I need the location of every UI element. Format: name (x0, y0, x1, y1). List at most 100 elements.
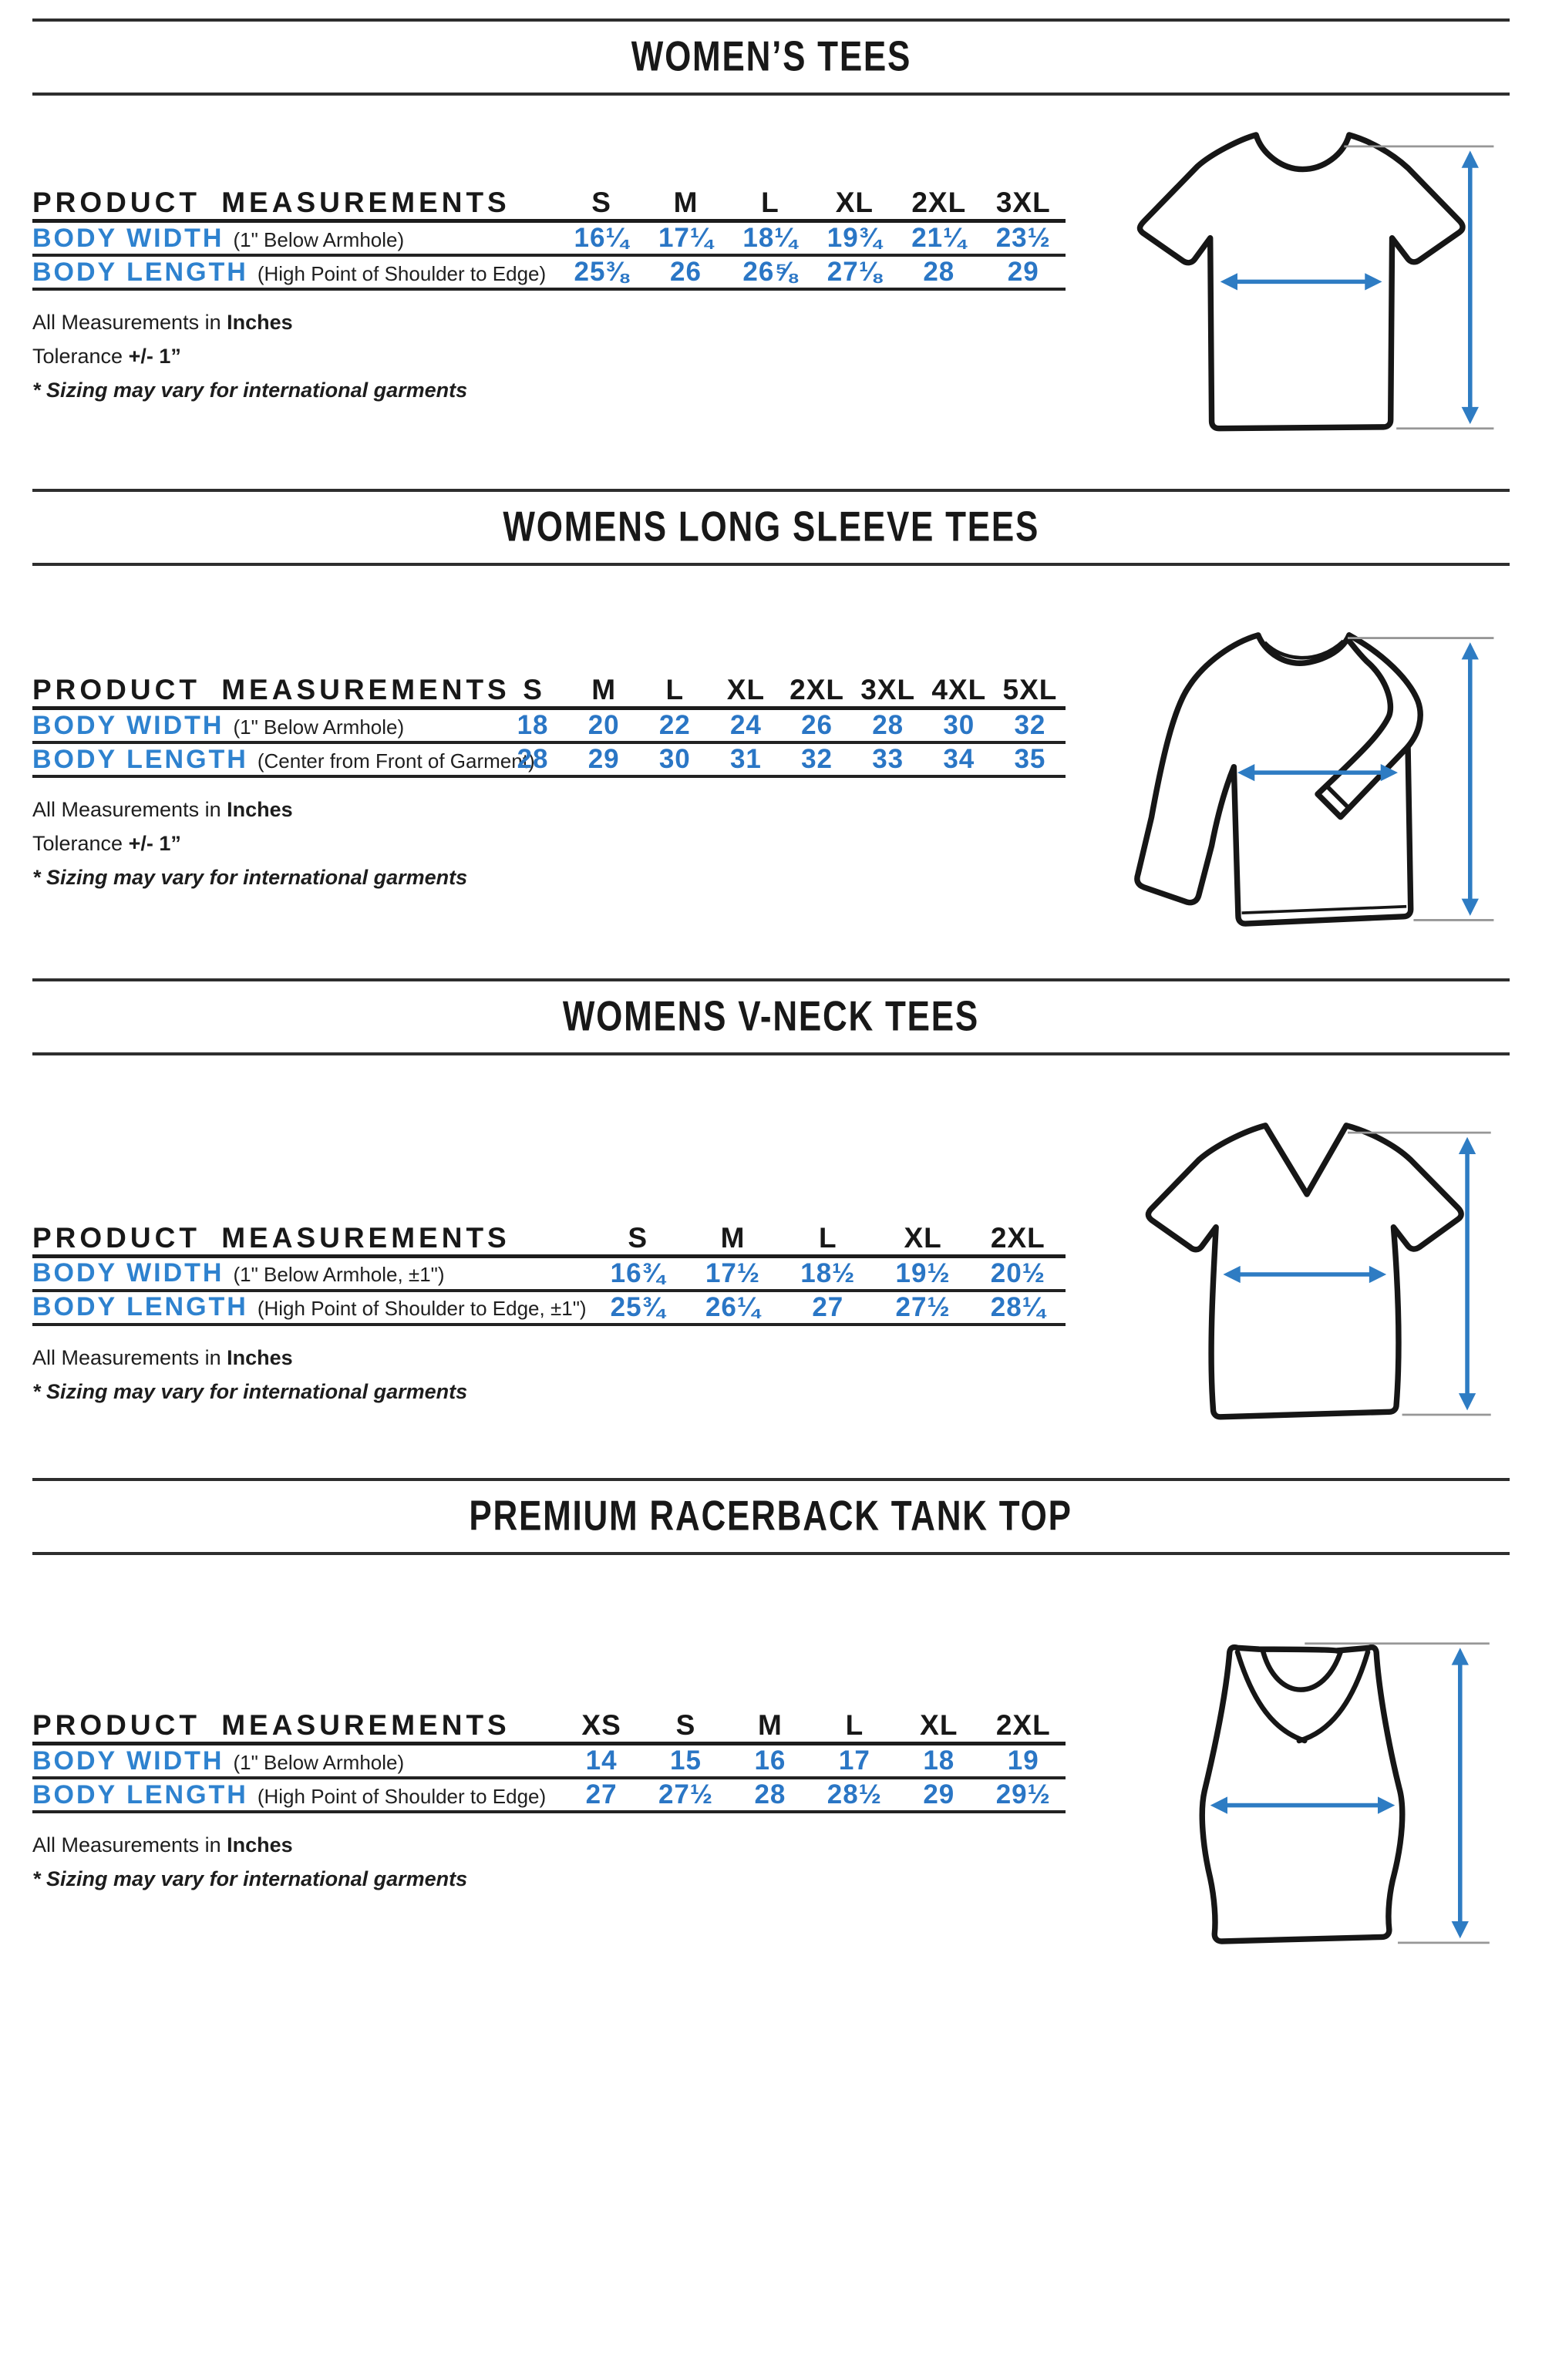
footnote-bold-text: +/- 1” (128, 832, 181, 856)
horizontal-rule (32, 1552, 1510, 1556)
body-width-arrow (1220, 273, 1382, 291)
measurement-value: 20 (568, 708, 640, 745)
measurement-note: (1" Below Armhole) (233, 715, 405, 739)
footnote-text: Tolerance (32, 832, 129, 856)
measurement-row: BODY WIDTH (1" Below Armhole) 18 20 22 24 26 28… (32, 708, 1066, 745)
measurement-row: BODY LENGTH (High Point of Shoulder to Ed… (32, 1778, 1066, 1814)
body-length-arrow (1461, 150, 1479, 425)
racerback-right-curve (1296, 1649, 1371, 1744)
size-chart-section: WOMENS LONG SLEEVE TEES PRODUCT MEASUREM… (32, 489, 1510, 978)
size-chart-section: PREMIUM RACERBACK TANK TOP PRODUCT MEASU… (32, 1478, 1510, 1954)
footnote-text: All Measurements in (32, 798, 227, 822)
measurement-value: 16¾ (590, 1256, 685, 1292)
footnote-line: * Sizing may vary for international garm… (32, 379, 1066, 402)
measurement-value: 16¼ (559, 220, 644, 257)
measurement-label-cell: BODY LENGTH (High Point of Shoulder to Ed… (32, 1778, 560, 1814)
measurement-note: (High Point of Shoulder to Edge, ±1") (257, 1297, 587, 1321)
measurement-value: 21¼ (897, 220, 981, 257)
measurement-label: BODY LENGTH (32, 744, 248, 774)
measurement-value: 26¼ (685, 1290, 781, 1326)
size-column-header: S (643, 1709, 729, 1746)
measurement-label: BODY WIDTH (32, 1258, 224, 1288)
footnote-line: All Measurements in Inches (32, 311, 1066, 335)
body-length-arrow (1451, 1648, 1469, 1939)
footnote-text: All Measurements in (32, 1345, 227, 1369)
footnote-line: All Measurements in Inches (32, 1346, 1066, 1370)
horizontal-rule (32, 93, 1510, 96)
size-column-header: 2XL (970, 1221, 1066, 1258)
measurement-value: 27½ (875, 1290, 971, 1326)
footnote-line: All Measurements in Inches (32, 798, 1066, 822)
body-width-arrow (1223, 1265, 1387, 1283)
size-column-header: L (780, 1221, 876, 1258)
section-title-text: WOMENS LONG SLEEVE TEES (503, 503, 1039, 551)
horizontal-rule (32, 978, 1510, 981)
size-column-header: S (559, 187, 644, 223)
horizontal-rule (32, 19, 1510, 22)
size-column-header: 2XL (897, 187, 981, 223)
size-column-header: XL (710, 674, 782, 711)
collar-line (1263, 640, 1345, 660)
racerback-left-curve (1234, 1649, 1308, 1744)
section-body: PRODUCT MEASUREMENTS XS S M L XL 2XL BODY WID… (32, 1555, 1510, 1954)
measurement-value: 29 (981, 255, 1066, 291)
measurement-row: BODY LENGTH (High Point of Shoulder to Ed… (32, 1290, 1066, 1326)
footnotes: All Measurements in Inches * Sizing may v… (32, 1833, 1066, 1891)
measurement-value: 30 (639, 742, 711, 779)
measurement-value: 19¾ (812, 220, 897, 257)
size-chart-page: WOMEN’S TEES PRODUCT MEASUREMENTS S M L XL 2… (32, 19, 1510, 1954)
tank-neckline (1261, 1649, 1343, 1693)
measurement-value: 28 (897, 255, 981, 291)
garment-illustration (1086, 96, 1510, 441)
sections-container: WOMEN’S TEES PRODUCT MEASUREMENTS S M L XL 2… (32, 19, 1510, 1954)
measurement-value: 28½ (812, 1778, 897, 1814)
measurement-value: 27 (780, 1290, 876, 1326)
measurement-value: 27⅛ (812, 255, 897, 291)
size-chart-section: WOMEN’S TEES PRODUCT MEASUREMENTS S M L XL 2… (32, 19, 1510, 489)
body-width-arrow (1237, 764, 1398, 782)
footnote-bold-text: Inches (227, 1833, 293, 1857)
measurement-label-cell: BODY LENGTH (Center from Front of Garment… (32, 742, 535, 779)
garment-illustration (1086, 1555, 1510, 1954)
horizontal-rule (32, 489, 1510, 493)
footnote-line: * Sizing may vary for international garm… (32, 1380, 1066, 1404)
size-column-header: 2XL (981, 1709, 1066, 1746)
size-column-header: 2XL (781, 674, 853, 711)
footnote-text: * Sizing may vary for international garm… (32, 1867, 468, 1891)
size-column-header: XL (897, 1709, 981, 1746)
measurement-row: BODY WIDTH (1" Below Armhole) 16¼ 17¼ 18¼ 19¾… (32, 220, 1066, 257)
footnote-text: Tolerance (32, 345, 129, 368)
section-title: WOMENS V-NECK TEES (32, 992, 1510, 1040)
measurement-label: BODY WIDTH (32, 1745, 224, 1776)
measurement-value: 28 (852, 708, 924, 745)
section-title: WOMENS LONG SLEEVE TEES (32, 503, 1510, 551)
measurement-value: 25⅜ (559, 255, 644, 291)
measurement-value: 28 (728, 1778, 813, 1814)
garment-illustration (1086, 566, 1510, 930)
measurement-label-cell: BODY WIDTH (1" Below Armhole) (32, 220, 560, 257)
measurement-value: 22 (639, 708, 711, 745)
measurement-value: 27 (559, 1778, 644, 1814)
table-header-row: PRODUCT MEASUREMENTS XS S M L XL 2XL (32, 1709, 1066, 1746)
measurement-value: 16 (728, 1743, 813, 1780)
measurement-value: 32 (994, 708, 1066, 745)
table-column: PRODUCT MEASUREMENTS S M L XL 2XL 3XL 4XL 5XL B… (32, 566, 1066, 900)
measurement-note: (1" Below Armhole, ±1") (233, 1263, 445, 1287)
measurement-value: 14 (559, 1743, 644, 1780)
footnote-text: * Sizing may vary for international garm… (32, 866, 468, 890)
footnote-line: * Sizing may vary for international garm… (32, 866, 1066, 890)
footnote-text: All Measurements in (32, 1833, 227, 1857)
body-length-arrow (1458, 1136, 1476, 1411)
tank-outline (1199, 1644, 1406, 1944)
section-title-text: WOMEN’S TEES (631, 32, 911, 80)
table-header-row: PRODUCT MEASUREMENTS S M L XL 2XL (32, 1221, 1066, 1258)
measurement-value: 31 (710, 742, 782, 779)
measurement-value: 34 (923, 742, 995, 779)
measurement-value: 18 (897, 1743, 981, 1780)
measurement-value: 17 (812, 1743, 897, 1780)
measurement-value: 30 (923, 708, 995, 745)
measurement-value: 29½ (981, 1778, 1066, 1814)
table-column: PRODUCT MEASUREMENTS S M L XL 2XL BODY WIDTH… (32, 1055, 1066, 1414)
size-chart-section: WOMENS V-NECK TEES PRODUCT MEASUREMENTS … (32, 978, 1510, 1478)
size-column-header: M (643, 187, 729, 223)
